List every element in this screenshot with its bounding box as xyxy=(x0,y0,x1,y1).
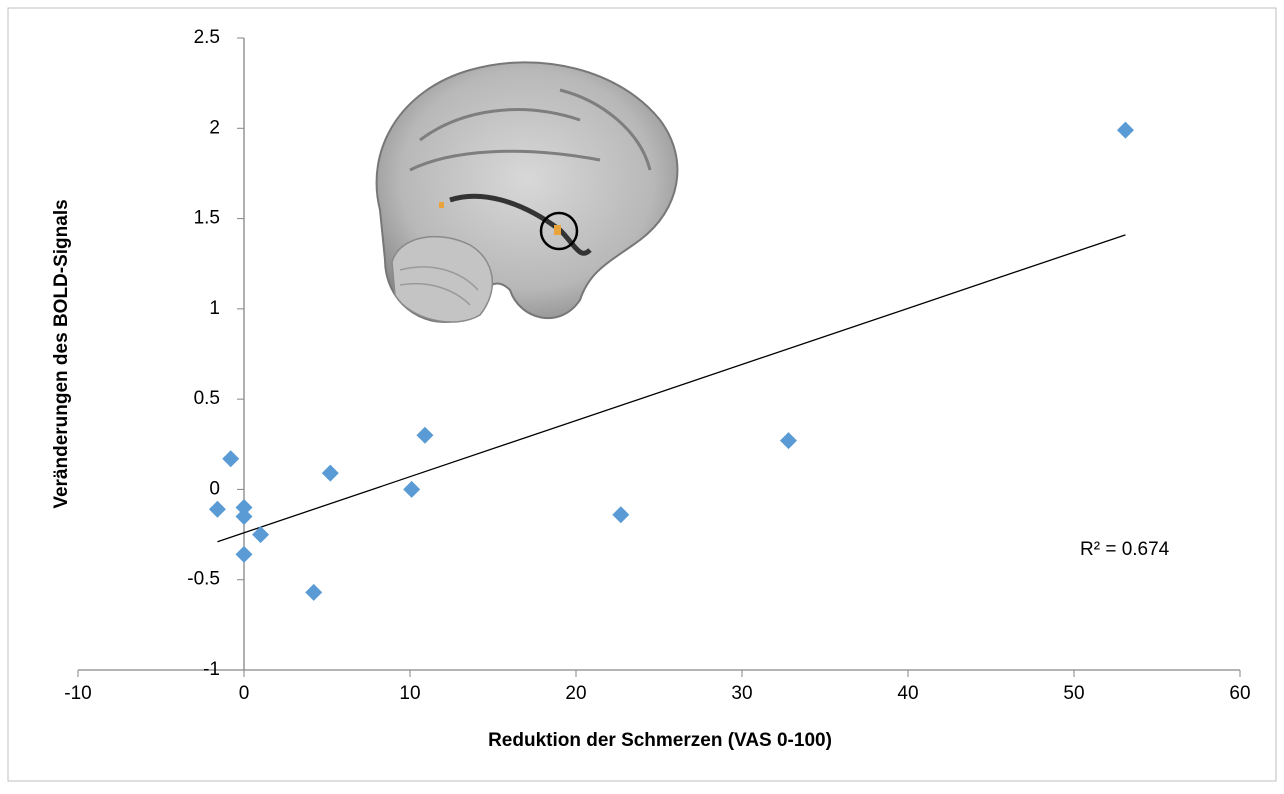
data-point xyxy=(235,498,253,516)
data-point xyxy=(779,432,797,450)
data-point xyxy=(305,583,323,601)
y-tick-label: -1 xyxy=(203,659,220,680)
y-tick-label: 2 xyxy=(209,117,220,138)
y-tick-label: 1.5 xyxy=(194,208,220,229)
trendline xyxy=(217,234,1126,543)
data-point xyxy=(321,464,339,482)
y-tick-label: 2.5 xyxy=(194,27,220,48)
data-point xyxy=(252,526,270,544)
x-tick-label: 40 xyxy=(897,683,918,704)
data-point xyxy=(222,450,240,468)
y-tick-label: 0 xyxy=(209,478,220,499)
x-tick-label: 30 xyxy=(731,683,752,704)
data-point xyxy=(403,480,421,498)
data-point xyxy=(235,508,253,526)
x-tick-label: -10 xyxy=(64,683,91,704)
y-tick-label: 0.5 xyxy=(194,388,220,409)
y-tick-label: 1 xyxy=(209,298,220,319)
x-tick-label: 10 xyxy=(399,683,420,704)
data-point xyxy=(1116,121,1134,139)
x-tick-label: 20 xyxy=(565,683,586,704)
x-tick-label: 50 xyxy=(1063,683,1084,704)
brain-image xyxy=(375,61,679,323)
x-tick-label: 0 xyxy=(239,683,250,704)
x-axis-title: Reduktion der Schmerzen (VAS 0-100) xyxy=(488,730,832,751)
y-axis-title: Veränderungen des BOLD-Signals xyxy=(51,199,72,508)
data-point xyxy=(612,506,630,524)
data-point xyxy=(208,500,226,518)
data-point xyxy=(235,545,253,563)
y-tick-label: -0.5 xyxy=(187,569,220,590)
x-tick-label: 60 xyxy=(1229,683,1250,704)
annotation: R² = 0.674 xyxy=(1080,539,1170,560)
data-point xyxy=(416,426,434,444)
